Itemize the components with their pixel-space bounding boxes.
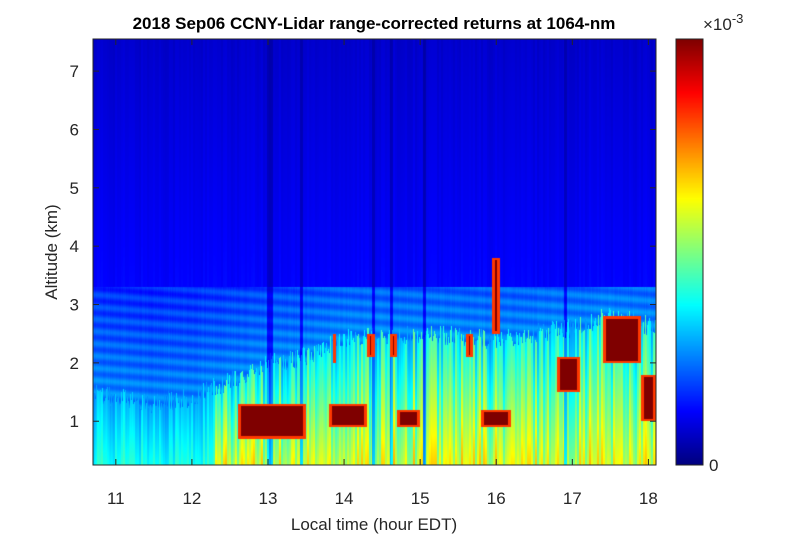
x-tick-label: 12	[182, 489, 201, 508]
x-tick-label: 16	[487, 489, 506, 508]
colorbar: 00.511.522.533.54 ×10-3	[675, 11, 743, 475]
x-axis-ticks: 11 12 13 14 15 16 17 18	[107, 39, 658, 508]
x-tick-label: 15	[411, 489, 430, 508]
colorbar-ticks: 00.511.522.533.54	[698, 456, 718, 475]
x-tick-label: 11	[107, 489, 125, 508]
colorbar-tick-label: 0	[709, 456, 718, 475]
x-tick-label: 18	[639, 489, 658, 508]
plot-area	[92, 38, 657, 466]
y-tick-label: 7	[70, 62, 79, 81]
x-tick-label: 14	[335, 489, 354, 508]
y-tick-label: 2	[70, 354, 79, 373]
plot-frame	[92, 38, 657, 466]
colorbar-exponent: ×10-3	[703, 11, 743, 34]
x-axis-label: Local time (hour EDT)	[291, 515, 457, 534]
y-tick-label: 3	[70, 296, 79, 315]
heatmap-canvas	[93, 39, 656, 465]
colorbar-gradient	[676, 39, 703, 465]
y-tick-label: 1	[70, 412, 79, 431]
colorbar-exponent-base: ×10	[703, 15, 732, 34]
colorbar-frame	[675, 38, 704, 466]
y-tick-label: 4	[70, 237, 79, 256]
y-tick-label: 6	[70, 120, 79, 139]
y-axis-ticks: 1 2 3 4 5 6 7	[70, 62, 656, 431]
chart-title: 2018 Sep06 CCNY-Lidar range-corrected re…	[133, 14, 616, 33]
y-tick-label: 5	[70, 179, 79, 198]
y-axis-label: Altitude (km)	[42, 204, 61, 299]
x-tick-label: 17	[563, 489, 582, 508]
colorbar-exponent-power: -3	[732, 11, 744, 26]
x-tick-label: 13	[259, 489, 278, 508]
